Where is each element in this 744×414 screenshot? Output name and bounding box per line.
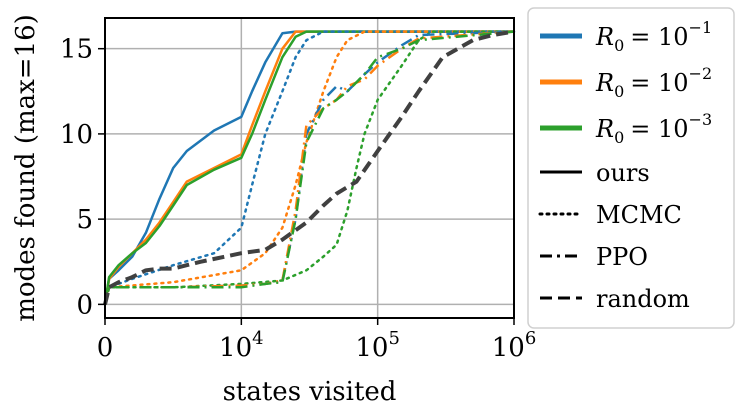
- plot-frame: [104, 17, 515, 319]
- series-line: [103, 30, 514, 305]
- x-tick-label: 106: [492, 328, 537, 363]
- x-axis-label: states visited: [223, 377, 397, 407]
- legend-label: R0 = 10−3: [595, 110, 712, 147]
- legend: R0 = 10−1 R0 = 10−2 R0 = 10−3 ours MCMC PPO rando…: [527, 7, 735, 329]
- grid: [104, 18, 515, 318]
- y-axis-label: modes found (max=16): [11, 14, 41, 322]
- x-tick-label: 0: [97, 333, 114, 363]
- axis-ticks: 0 104 105 106 0 5 10 15: [60, 35, 536, 363]
- y-tick-label: 5: [76, 205, 93, 235]
- y-tick-label: 0: [76, 290, 93, 320]
- legend-label: MCMC: [596, 201, 682, 229]
- series-line: [103, 30, 515, 305]
- x-tick-label: 105: [355, 328, 400, 363]
- series-line: [103, 29, 515, 305]
- legend-label: PPO: [596, 243, 648, 271]
- series-line: [103, 30, 516, 306]
- series-line: [103, 30, 514, 305]
- series-line: [103, 30, 514, 305]
- series-line: [103, 30, 516, 306]
- legend-label: ours: [596, 159, 650, 187]
- series-line: [103, 30, 516, 306]
- series-group: [103, 29, 516, 306]
- series-line: [103, 30, 515, 305]
- series-line: [103, 30, 515, 305]
- y-tick-label: 15: [60, 35, 93, 65]
- x-tick-label: 104: [219, 328, 264, 363]
- y-tick-label: 10: [60, 120, 93, 150]
- legend-label: R0 = 10−1: [595, 18, 712, 55]
- legend-label: R0 = 10−2: [595, 64, 712, 101]
- legend-box: [527, 7, 735, 329]
- legend-label: random: [596, 285, 690, 313]
